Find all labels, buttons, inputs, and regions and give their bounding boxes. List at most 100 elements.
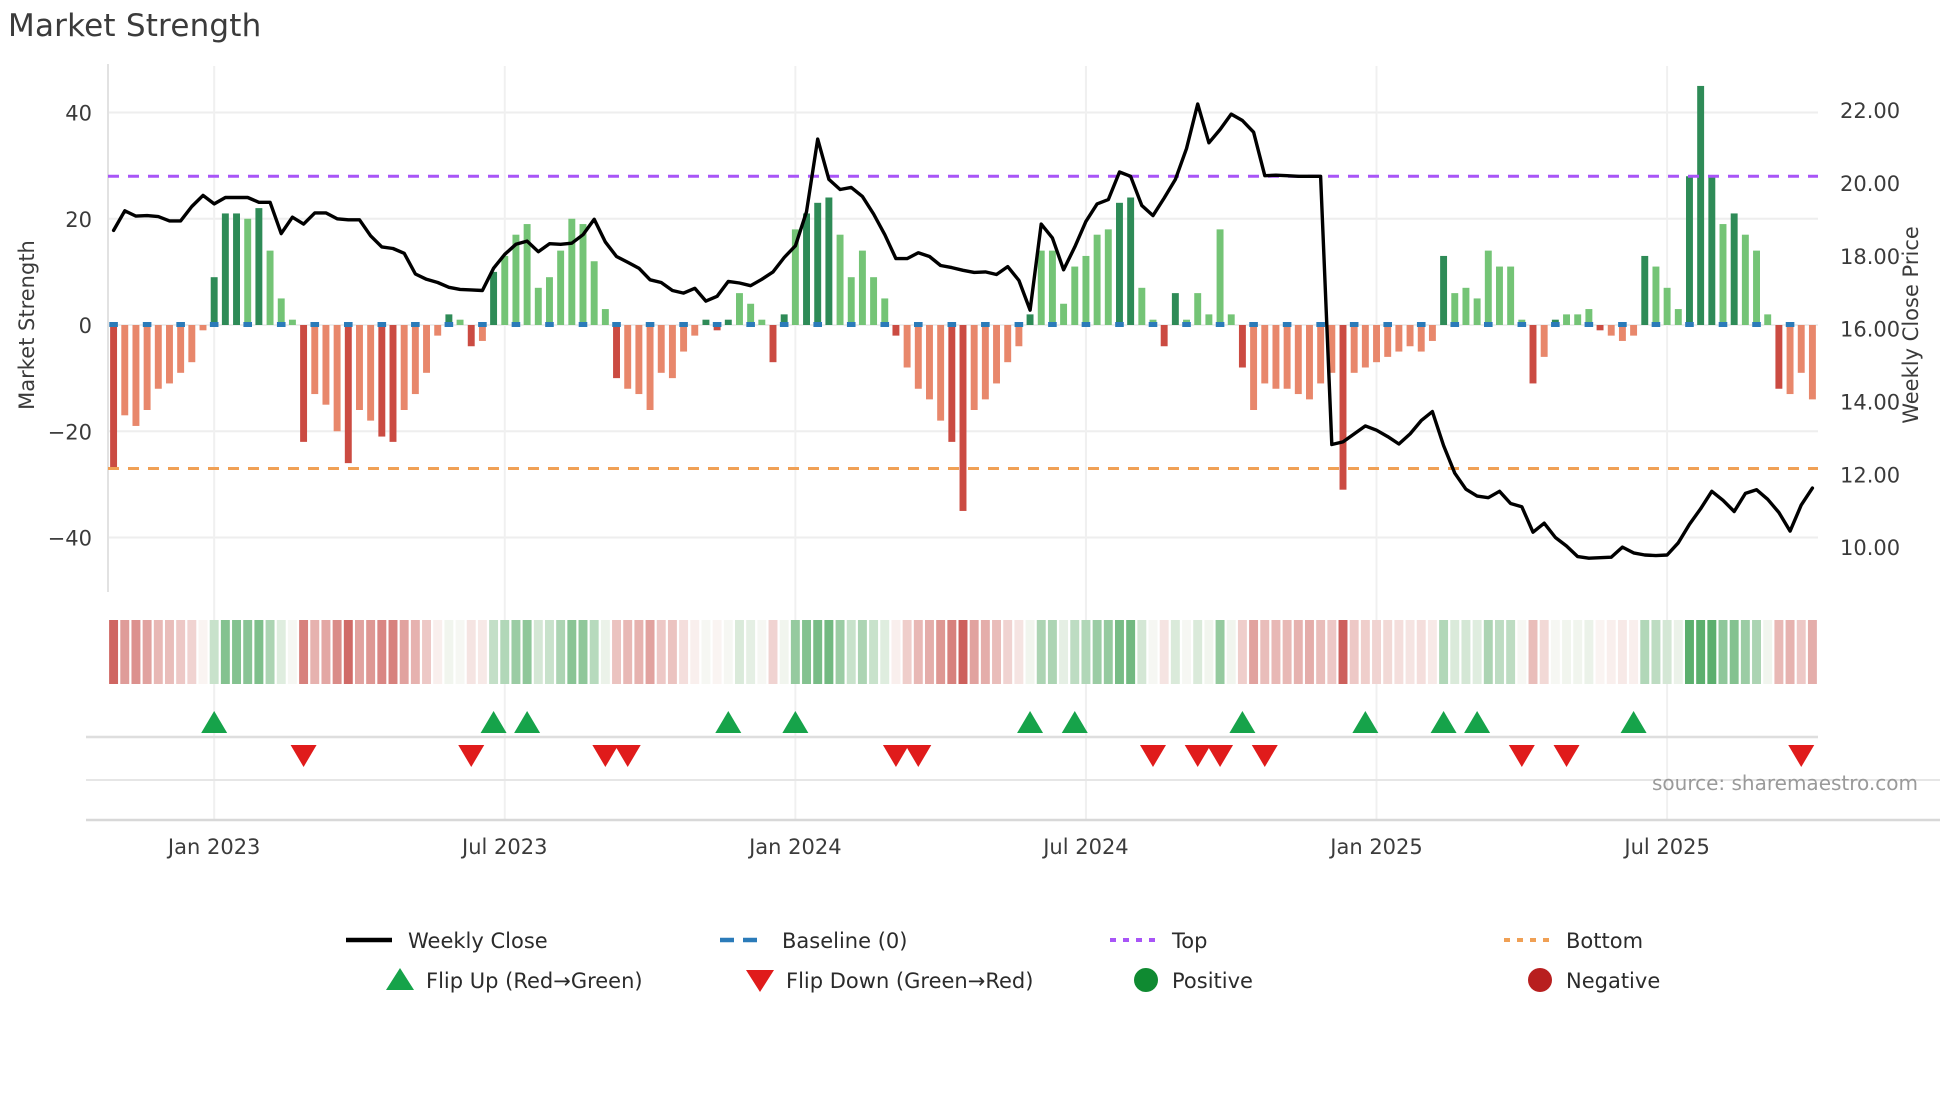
heatmap-cell xyxy=(477,620,487,684)
strength-bar xyxy=(937,325,945,421)
baseline-marker xyxy=(109,322,118,327)
strength-bar xyxy=(568,218,576,325)
heatmap-cell xyxy=(578,620,588,684)
strength-bar xyxy=(322,325,330,405)
strength-bar xyxy=(1026,314,1034,325)
circle-icon xyxy=(1134,968,1158,992)
legend-item[interactable]: Flip Down (Green→Red) xyxy=(746,969,1033,993)
baseline-marker xyxy=(444,322,454,327)
strength-bar xyxy=(847,277,855,325)
flip-down-marker xyxy=(905,745,932,767)
strength-bar xyxy=(210,277,218,325)
strength-bar xyxy=(914,325,922,389)
strength-bar xyxy=(724,319,732,325)
flip-down-marker xyxy=(1553,745,1580,767)
heatmap-cell xyxy=(656,620,666,684)
baseline-marker xyxy=(779,322,789,327)
flip-up-marker xyxy=(1017,711,1044,733)
strength-bar xyxy=(1160,325,1168,347)
heatmap-cell xyxy=(1807,620,1817,684)
triangle-down-icon xyxy=(746,970,774,992)
heatmap-cell xyxy=(299,620,309,684)
heatmap-cell xyxy=(1260,620,1270,684)
heatmap-cell xyxy=(232,620,241,684)
heatmap-cell xyxy=(1383,620,1393,684)
strength-bar xyxy=(691,325,699,336)
baseline-marker xyxy=(1685,322,1694,327)
legend-item[interactable]: Flip Up (Red→Green) xyxy=(386,968,643,993)
strength-bar xyxy=(1082,255,1090,325)
heatmap-cell xyxy=(690,620,700,684)
heatmap-cell xyxy=(131,620,141,684)
flip-down-marker xyxy=(1184,745,1211,767)
baseline-marker xyxy=(813,322,823,327)
legend-item[interactable]: Baseline (0) xyxy=(720,929,907,953)
heatmap-cell xyxy=(589,620,599,684)
strength-bar xyxy=(1529,325,1537,384)
circle-icon xyxy=(1528,968,1552,992)
heatmap-cell xyxy=(1427,620,1437,684)
strength-bar xyxy=(1406,325,1414,347)
legend-item[interactable]: Bottom xyxy=(1504,929,1643,953)
heatmap-cell xyxy=(1305,620,1314,684)
heatmap-cell xyxy=(1539,620,1549,684)
flip-up-marker xyxy=(1352,711,1379,733)
strength-bar xyxy=(1563,314,1570,325)
flip-down-marker xyxy=(290,745,317,767)
flip-up-marker xyxy=(1229,711,1256,733)
heatmap-cell xyxy=(1461,620,1471,684)
heatmap-cell xyxy=(243,620,253,684)
strength-bar xyxy=(825,197,833,325)
strength-bar xyxy=(1596,325,1604,331)
heatmap-cell xyxy=(545,620,554,684)
strength-bar xyxy=(166,325,173,384)
baseline-marker xyxy=(1349,322,1359,327)
baseline-marker xyxy=(913,322,923,327)
strength-bar xyxy=(579,224,587,325)
heatmap-cell xyxy=(813,620,823,684)
legend-item[interactable]: Positive xyxy=(1134,968,1253,993)
heatmap-cell xyxy=(1651,620,1661,684)
y-tick-right: 10.00 xyxy=(1840,536,1900,560)
heatmap-cell xyxy=(1193,620,1203,684)
reference-lines xyxy=(108,174,1818,470)
heatmap-cell xyxy=(623,620,633,684)
baseline-marker xyxy=(578,322,588,327)
strength-bar xyxy=(277,298,285,325)
heatmap-cell xyxy=(1047,620,1057,684)
heatmap-cell xyxy=(1584,620,1594,684)
legend-item[interactable]: Weekly Close xyxy=(346,929,548,953)
strength-bar xyxy=(1764,314,1772,325)
baseline-marker xyxy=(343,322,353,327)
heatmap-cell xyxy=(790,620,800,684)
flip-up-marker xyxy=(715,711,742,733)
baseline-marker xyxy=(1584,322,1594,327)
legend-label: Flip Up (Red→Green) xyxy=(426,969,643,993)
strength-bar xyxy=(288,319,296,325)
heatmap-cell xyxy=(500,620,510,684)
baseline-marker xyxy=(1517,322,1527,327)
strength-bar xyxy=(411,325,419,395)
legend-item[interactable]: Negative xyxy=(1528,968,1660,993)
legend-item[interactable]: Top xyxy=(1110,929,1207,953)
heatmap-cell xyxy=(1562,620,1571,684)
baseline-marker xyxy=(846,322,856,327)
flip-up-marker xyxy=(514,711,541,733)
strength-bar xyxy=(490,271,498,325)
x-tick-label: Jul 2024 xyxy=(1041,835,1128,859)
heatmap-cell xyxy=(802,620,811,684)
heatmap-cell xyxy=(1025,620,1035,684)
strength-bar xyxy=(1350,325,1358,373)
heatmap-cell xyxy=(1226,620,1236,684)
baseline-marker xyxy=(1752,322,1761,327)
strength-bar xyxy=(1484,250,1492,325)
heatmap-cell xyxy=(1372,620,1381,684)
baseline-marker xyxy=(209,322,219,327)
strength-bar xyxy=(1093,234,1101,325)
heatmap-cell xyxy=(1617,620,1627,684)
heatmap-cell xyxy=(701,620,711,684)
strength-bar xyxy=(534,287,542,325)
strength-bar xyxy=(1306,325,1313,400)
heatmap-cell xyxy=(321,620,331,684)
heatmap-cell xyxy=(1718,620,1728,684)
